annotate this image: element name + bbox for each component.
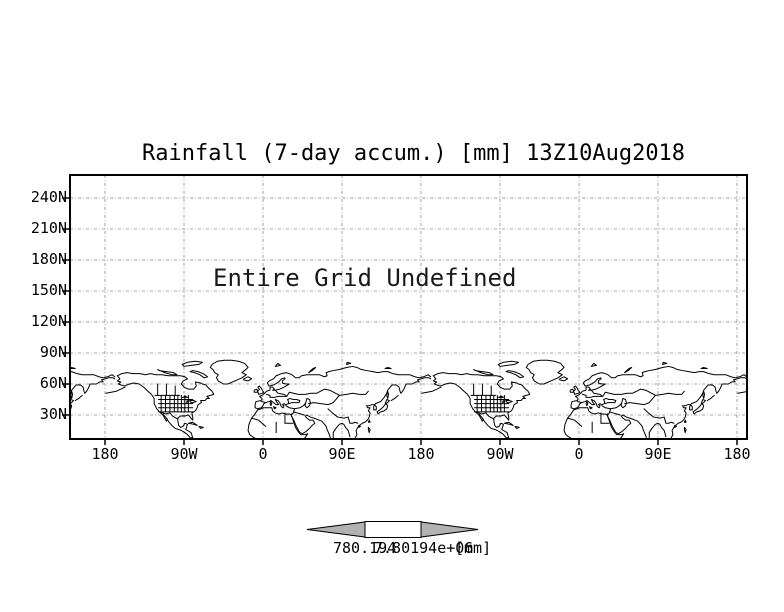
colorbar xyxy=(306,521,479,538)
x-axis-label: 0 xyxy=(574,445,584,463)
y-axis-label: 180N xyxy=(30,250,67,268)
grid-undefined-message: Entire Grid Undefined xyxy=(213,264,517,292)
x-axis-label: 180 xyxy=(407,445,435,463)
plot-title: Rainfall (7-day accum.) [mm] 13Z10Aug201… xyxy=(142,141,686,166)
y-axis-label: 210N xyxy=(30,219,67,237)
colorbar-right-arrow xyxy=(420,521,479,538)
colorbar-box xyxy=(364,521,422,538)
world-map xyxy=(70,359,747,439)
colorbar-max-label: 7.80194e+06 xyxy=(374,539,474,557)
x-axis-label: 180 xyxy=(723,445,751,463)
y-axis-label: 60N xyxy=(39,374,67,392)
x-axis-label: 90W xyxy=(170,445,198,463)
y-axis-label: 120N xyxy=(30,312,67,330)
plot-frame xyxy=(69,174,748,440)
y-axis-label: 150N xyxy=(30,281,67,299)
colorbar-unit-label: [mm] xyxy=(455,539,492,557)
colorbar-left-arrow xyxy=(306,521,366,538)
y-axis-label: 30N xyxy=(39,405,67,423)
x-axis-label: 0 xyxy=(258,445,268,463)
x-axis-label: 90E xyxy=(328,445,356,463)
colorbar-min-label: 780.194 xyxy=(333,539,397,557)
y-axis-label: 90N xyxy=(39,343,67,361)
y-axis-label: 240N xyxy=(30,188,67,206)
x-axis-label: 90W xyxy=(486,445,514,463)
x-axis-label: 180 xyxy=(91,445,119,463)
x-axis-label: 90E xyxy=(644,445,672,463)
